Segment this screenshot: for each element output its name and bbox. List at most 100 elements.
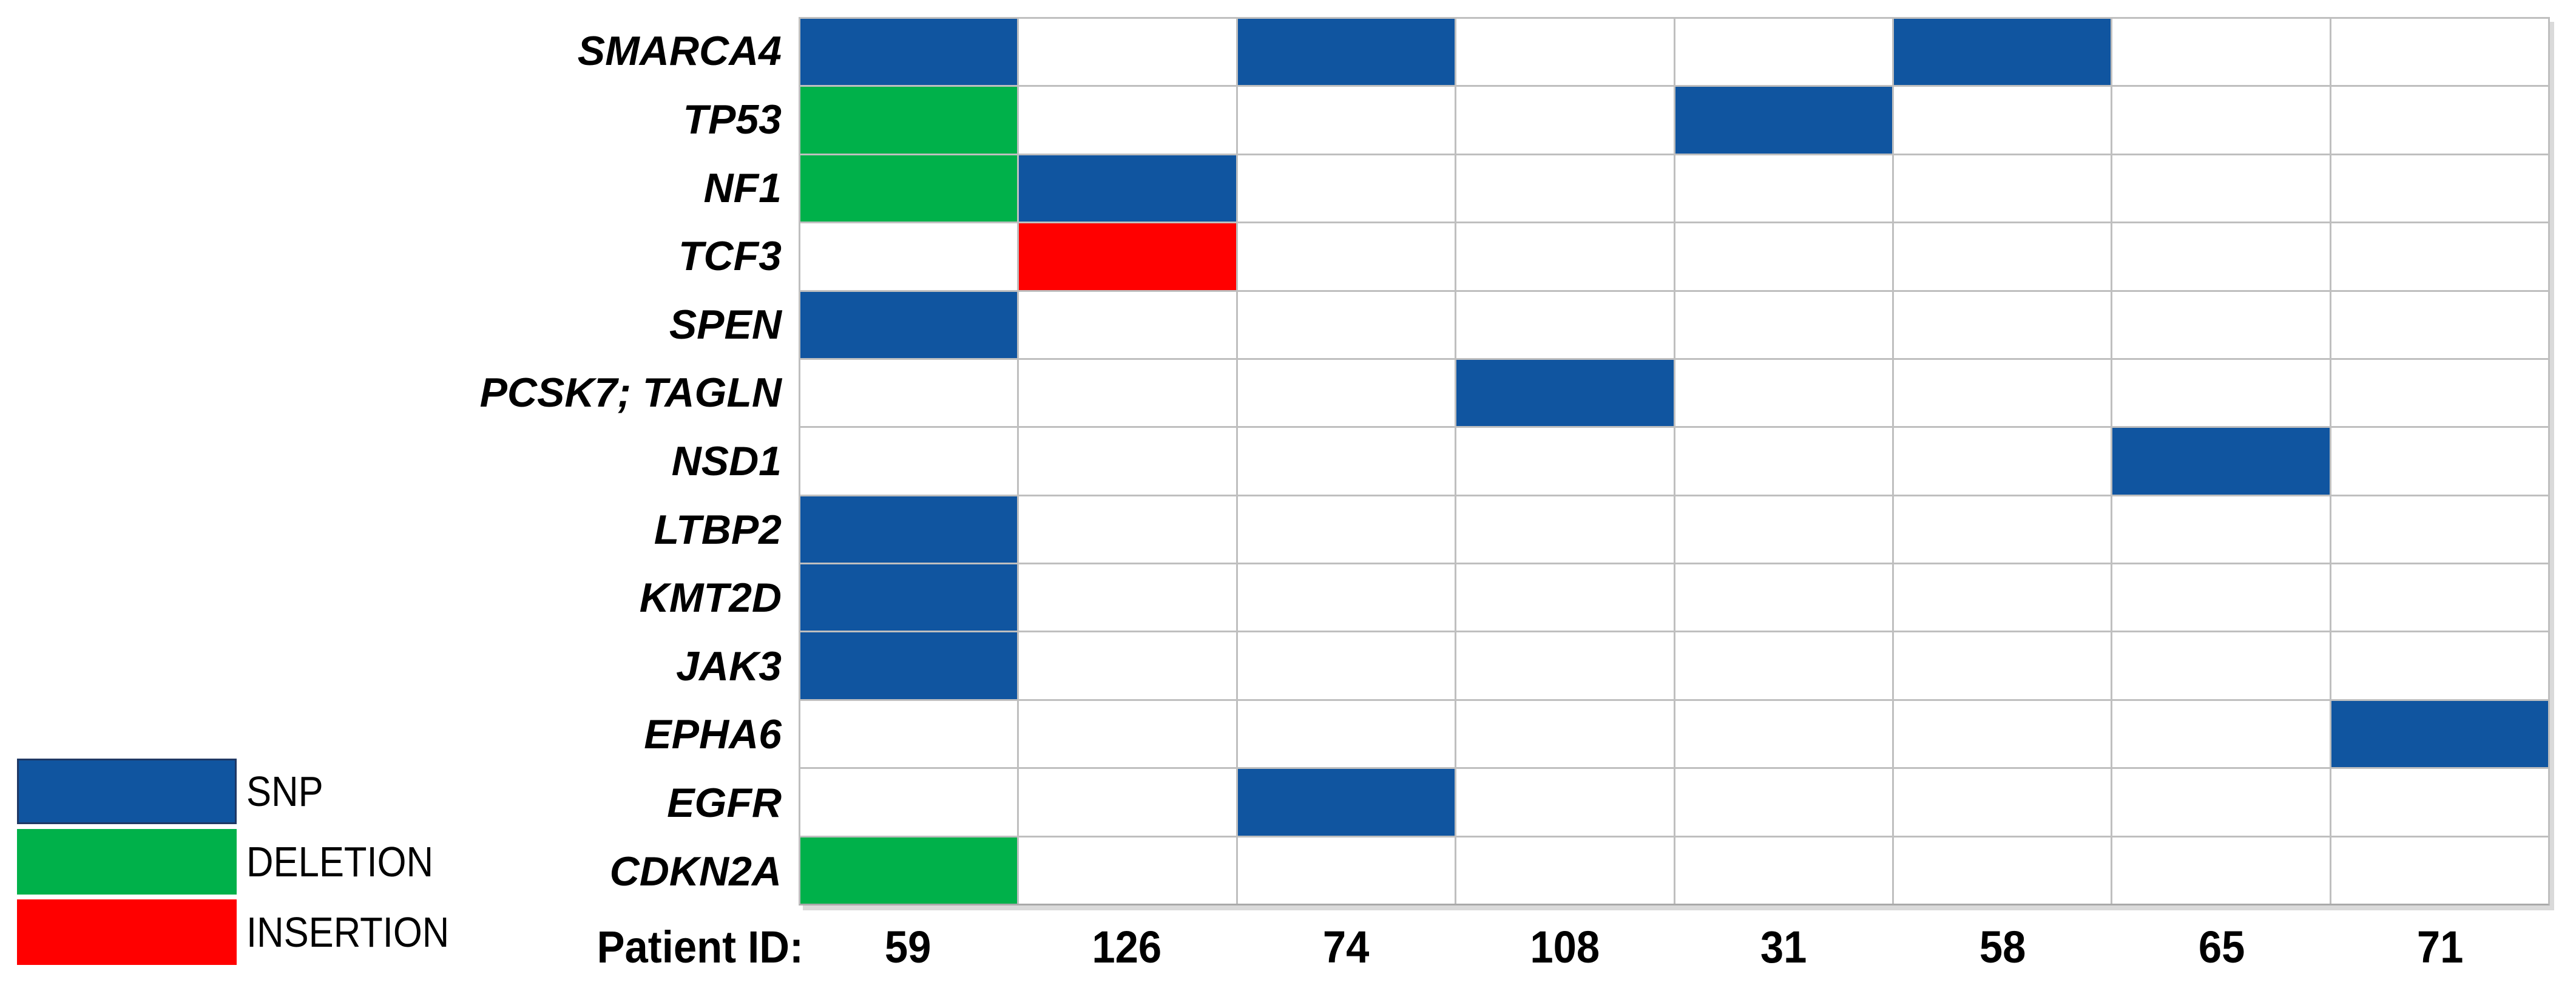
patient-id-label: 59 <box>811 909 1005 984</box>
grid-cell <box>2112 564 2330 631</box>
grid-cell <box>2331 428 2548 495</box>
grid-cell <box>2112 291 2330 358</box>
grid-cell <box>1237 428 1455 495</box>
patient-id-label: 126 <box>1030 909 1224 984</box>
grid-cell <box>1019 291 1236 358</box>
legend-label: INSERTION <box>246 908 450 956</box>
mutation-cell <box>800 632 1018 699</box>
grid-cell <box>1893 769 2111 836</box>
patient-id-label: 74 <box>1249 909 1443 984</box>
grid-cell <box>1675 496 1892 563</box>
legend-swatch-snp <box>17 759 237 824</box>
patient-id-label-text: 58 <box>1979 921 2026 972</box>
grid-cell <box>1675 19 1892 86</box>
grid-cell <box>1237 223 1455 290</box>
grid-cell <box>1675 291 1892 358</box>
grid-cell <box>2112 769 2330 836</box>
grid-cell <box>1019 564 1236 631</box>
patient-id-label: 31 <box>1686 909 1881 984</box>
grid-cell <box>2112 496 2330 563</box>
gene-label: TP53 <box>683 96 782 143</box>
patient-id-axis-label-text: Patient ID: <box>597 921 803 972</box>
grid-cell <box>1456 291 1674 358</box>
mutation-cell <box>800 291 1018 358</box>
patient-id-label: 108 <box>1468 909 1662 984</box>
gene-label: NSD1 <box>671 438 782 484</box>
grid-cell <box>2331 155 2548 222</box>
patient-id-label-text: 126 <box>1092 921 1162 972</box>
grid-cell <box>1019 496 1236 563</box>
grid-cell <box>1675 564 1892 631</box>
gene-label: TCF3 <box>678 233 782 280</box>
grid-cell <box>1893 155 2111 222</box>
patient-id-label-text: 59 <box>885 921 931 972</box>
patient-id-label: 71 <box>2344 909 2538 984</box>
grid-cell <box>1893 359 2111 427</box>
mutation-cell <box>800 87 1018 154</box>
gene-label: EPHA6 <box>644 711 782 758</box>
legend-item: SNP <box>17 759 334 824</box>
legend-swatch-deletion <box>17 829 237 895</box>
grid-cell <box>1237 155 1455 222</box>
grid-cell <box>1237 632 1455 699</box>
legend-label: SNP <box>246 768 323 815</box>
grid-cell <box>1237 837 1455 904</box>
gene-label: EGFR <box>667 780 782 827</box>
patient-id-axis-label: Patient ID: <box>0 909 803 984</box>
patient-id-label-text: 65 <box>2198 921 2245 972</box>
grid-cell <box>1019 428 1236 495</box>
mutation-cell <box>800 837 1018 904</box>
grid-cell <box>1675 837 1892 904</box>
grid-cell <box>2331 87 2548 154</box>
grid-cell <box>2331 632 2548 699</box>
mutation-cell <box>2112 428 2330 495</box>
gene-label: CDKN2A <box>609 848 782 895</box>
grid-cell <box>1456 223 1674 290</box>
grid-cell <box>1456 87 1674 154</box>
grid-cell <box>2331 223 2548 290</box>
gene-label: SPEN <box>669 301 782 348</box>
grid-cell <box>1019 700 1236 768</box>
grid-cell <box>1893 428 2111 495</box>
grid-cell <box>2331 496 2548 563</box>
patient-id-label-text: 74 <box>1322 921 1370 972</box>
legend-swatch-insertion <box>17 899 237 965</box>
mutation-cell <box>1019 223 1236 290</box>
grid-cell <box>1237 564 1455 631</box>
gene-label: PCSK7; TAGLN <box>479 370 782 416</box>
grid-cell <box>1675 155 1892 222</box>
patient-id-label: 58 <box>1905 909 2100 984</box>
grid-cell <box>2112 19 2330 86</box>
grid-cell <box>1456 496 1674 563</box>
grid-cell <box>2112 359 2330 427</box>
mutation-cell <box>1456 359 1674 427</box>
grid-cell <box>2331 837 2548 904</box>
mutation-cell <box>1675 87 1892 154</box>
grid-cell <box>2112 700 2330 768</box>
mutation-cell <box>800 19 1018 86</box>
legend-label: DELETION <box>246 838 434 885</box>
grid-cell <box>1237 700 1455 768</box>
patient-id-label-text: 108 <box>1530 921 1600 972</box>
grid-cell <box>1019 19 1236 86</box>
legend-item: INSERTION <box>17 899 477 965</box>
grid-cell <box>2331 769 2548 836</box>
grid-cell <box>1456 632 1674 699</box>
grid-cell <box>1456 769 1674 836</box>
grid-cell <box>2331 564 2548 631</box>
patient-id-label-text: 31 <box>1760 921 1807 972</box>
grid-cell <box>1675 428 1892 495</box>
grid-cell <box>1675 359 1892 427</box>
grid-cell <box>1456 837 1674 904</box>
grid-cell <box>1456 700 1674 768</box>
grid-cell <box>800 359 1018 427</box>
gene-label: KMT2D <box>639 575 782 621</box>
grid-cell <box>800 223 1018 290</box>
grid-cell <box>1675 632 1892 699</box>
gene-label: SMARCA4 <box>577 28 782 75</box>
grid-cell <box>1019 769 1236 836</box>
grid-cell <box>1456 19 1674 86</box>
grid-cell <box>1893 837 2111 904</box>
grid-cell <box>1019 87 1236 154</box>
